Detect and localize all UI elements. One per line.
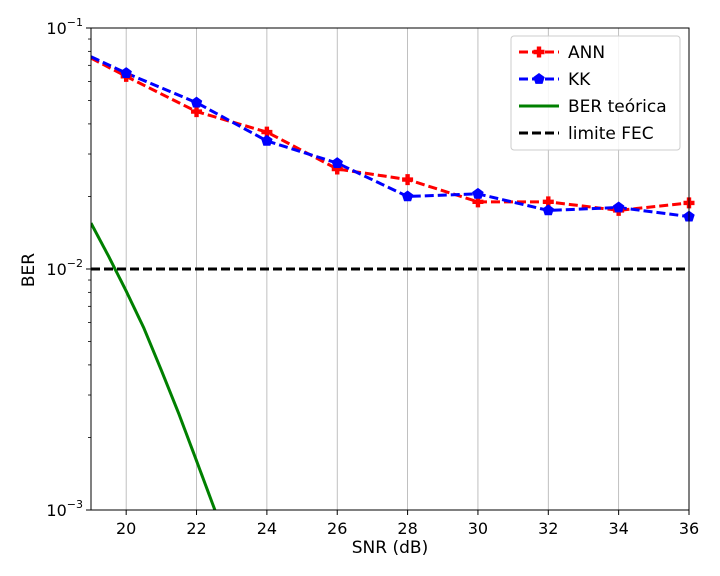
series-layer [91, 55, 689, 510]
legend: ANN KK BER teórica limite FEC [510, 35, 681, 151]
x-tick-label-28: 28 [397, 519, 417, 538]
legend-label-kk: KK [568, 70, 591, 90]
y-tick-label-0: 10−3 [46, 498, 83, 520]
point-kk-22 [190, 96, 203, 108]
legend-label-ber-te-rica: BER teórica [568, 97, 667, 117]
point-kk-28 [401, 190, 414, 202]
point-ann-28 [402, 174, 414, 186]
y-tick-label-1: 10−2 [46, 257, 83, 279]
legend-label-ann: ANN [568, 43, 605, 63]
point-ann-32 [542, 196, 554, 208]
legend-marker-ann [533, 46, 545, 58]
point-ann-22 [191, 106, 203, 118]
series-line-ann [91, 56, 689, 212]
x-tick-label-26: 26 [327, 519, 347, 538]
point-ann-26 [331, 163, 343, 175]
point-kk-32 [542, 204, 554, 216]
y-tick-label-2: 10−1 [46, 16, 83, 38]
point-kk-20 [120, 67, 132, 78]
legend-marker-kk [533, 73, 545, 84]
point-kk-26 [331, 157, 343, 168]
marker-layer [120, 67, 695, 222]
point-kk-24 [261, 134, 273, 146]
x-tick-label-32: 32 [538, 519, 558, 538]
x-tick-label-20: 20 [116, 519, 136, 538]
x-tick-label-36: 36 [679, 519, 699, 538]
legend-label-limite-fec: limite FEC [568, 124, 654, 144]
point-kk-34 [612, 201, 625, 213]
y-axis-label: BER [19, 253, 39, 287]
axes-ticks: 20 22 24 26 28 30 32 34 36 10−3 10−2 10−1 [46, 16, 699, 538]
x-tick-label-30: 30 [468, 519, 488, 538]
point-kk-30 [472, 187, 484, 199]
series-line-kk [91, 55, 689, 219]
x-tick-label-24: 24 [257, 519, 277, 538]
point-ann-30 [472, 196, 484, 208]
x-tick-label-22: 22 [186, 519, 206, 538]
x-tick-label-34: 34 [608, 519, 628, 538]
legend-box [510, 35, 681, 151]
point-ann-24 [261, 126, 273, 138]
x-axis-label: SNR (dB) [352, 538, 428, 558]
series-line-ber-te-rica [91, 222, 217, 510]
